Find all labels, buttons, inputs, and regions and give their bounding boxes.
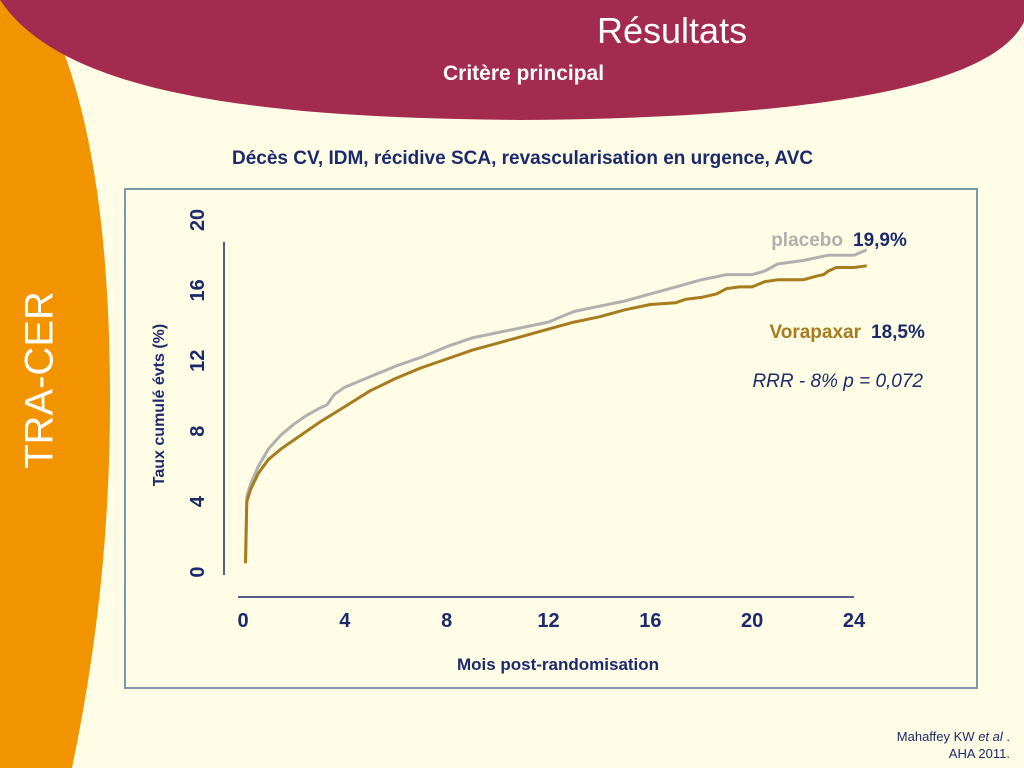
- x-tick-label: 4: [339, 610, 351, 632]
- series-value-label: 19,9%: [853, 230, 907, 251]
- y-tick-label: 0: [187, 566, 209, 577]
- y-tick-label: 20: [187, 209, 209, 231]
- chart-title: Décès CV, IDM, récidive SCA, revasculari…: [232, 148, 814, 169]
- x-axis-title: Mois post-randomisation: [457, 655, 659, 674]
- x-tick-label: 20: [741, 610, 763, 632]
- slide-title: Résultats: [597, 10, 748, 51]
- rrr-annotation: RRR - 8% p = 0,072: [752, 371, 923, 392]
- reference-author: Mahaffey KW: [896, 729, 979, 744]
- header-band: [0, 0, 1024, 120]
- side-band: [0, 0, 110, 768]
- x-tick-label: 12: [537, 610, 559, 632]
- series-line-placebo: [244, 248, 868, 564]
- chart-frame: 0 4 8 12 16 20 24 0 4 8 12 16 20 Mois post-randomisat…: [124, 188, 978, 689]
- x-tick-label: 8: [441, 610, 452, 632]
- y-axis-title: Taux cumulé évts (%): [151, 324, 168, 486]
- chart-plot: 0 4 8 12 16 20 24 0 4 8 12 16 20 Mois post-randomisat…: [151, 209, 925, 674]
- reference: Mahaffey KW et al . AHA 2011.: [897, 728, 1010, 762]
- y-tick-label: 16: [187, 279, 209, 301]
- y-tick-label: 8: [187, 426, 209, 437]
- x-tick-label: 16: [639, 610, 661, 632]
- x-tick-label: 24: [843, 610, 866, 632]
- series-line-vorapaxar: [244, 264, 867, 564]
- side-label: TRA-CER: [17, 291, 62, 469]
- series-name-label: Vorapaxar: [769, 322, 861, 343]
- y-tick-label: 4: [187, 495, 209, 507]
- reference-suffix: .: [1002, 729, 1010, 744]
- reference-etal: et al: [978, 729, 1003, 744]
- x-tick-label: 0: [237, 610, 248, 632]
- y-tick-label: 12: [187, 350, 209, 372]
- series-value-label: 18,5%: [871, 322, 925, 343]
- reference-source: AHA 2011.: [948, 746, 1010, 761]
- series-name-label: placebo: [771, 230, 843, 251]
- slide-subtitle: Critère principal: [443, 62, 605, 85]
